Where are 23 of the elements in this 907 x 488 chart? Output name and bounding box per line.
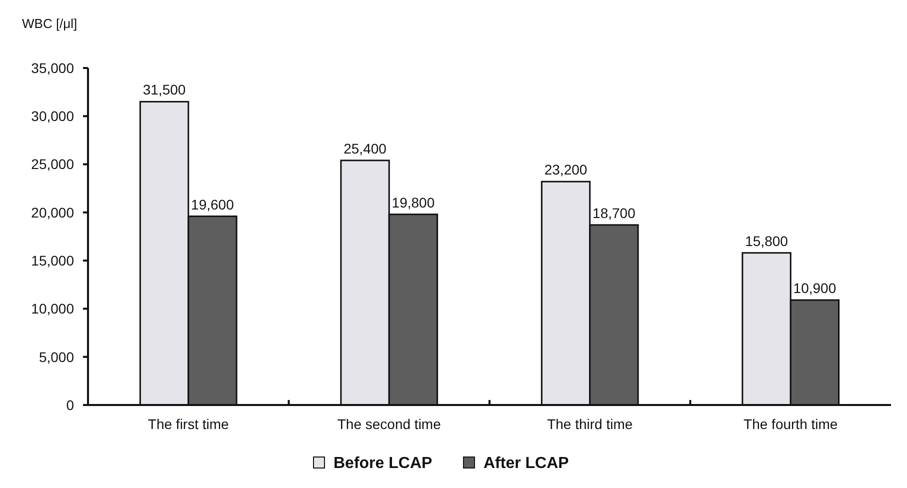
x-tick-label: The second time <box>337 416 442 432</box>
data-label: 31,500 <box>142 82 186 98</box>
y-tick-label: 0 <box>66 396 74 413</box>
data-label: 19,600 <box>191 196 234 212</box>
data-label: 19,800 <box>392 194 435 210</box>
legend-label: Before LCAP <box>334 455 433 472</box>
x-tick-label: The third time <box>547 416 633 432</box>
y-tick-label: 30,000 <box>31 108 74 124</box>
x-tick-label: The first time <box>148 416 230 432</box>
data-label: 23,200 <box>544 162 588 178</box>
legend-label: After LCAP <box>484 455 570 472</box>
data-label: 25,400 <box>344 140 387 156</box>
y-tick-label: 25,000 <box>31 156 74 172</box>
y-tick-label: 5,000 <box>38 348 74 365</box>
y-tick-label: 10,000 <box>31 300 74 317</box>
y-tick-label: 20,000 <box>31 204 74 220</box>
y-axis-title: WBC [/μl] <box>22 16 78 31</box>
data-label: 10,900 <box>793 280 836 296</box>
data-label: 18,700 <box>592 204 636 221</box>
y-tick-label: 35,000 <box>31 60 74 76</box>
x-tick-label: The fourth time <box>744 416 838 432</box>
y-tick-label: 15,000 <box>31 252 74 268</box>
data-label: 15,800 <box>745 232 788 249</box>
